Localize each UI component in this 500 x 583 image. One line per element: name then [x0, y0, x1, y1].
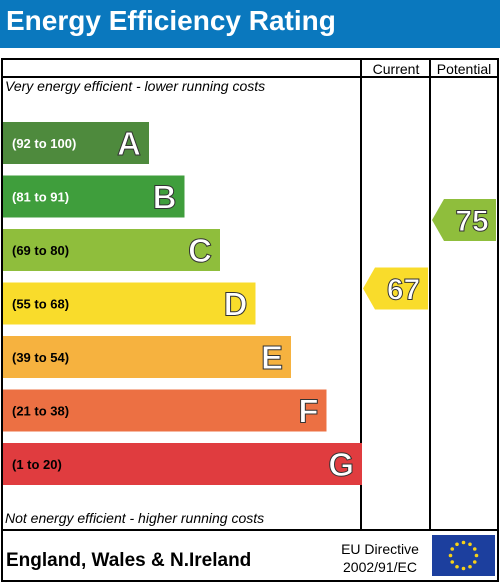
page-title: Energy Efficiency Rating: [6, 5, 336, 36]
top-caption: Very energy efficient - lower running co…: [5, 78, 265, 94]
energy-rating-chart: Current Potential Very energy efficient …: [1, 58, 499, 582]
rating-band-d: (55 to 68) D: [3, 282, 256, 325]
band-range-d: (55 to 68): [12, 297, 69, 312]
current-column-header: Current: [373, 61, 420, 77]
directive-line-1: EU Directive: [341, 541, 419, 557]
bottom-caption: Not energy efficient - higher running co…: [5, 510, 264, 526]
band-letter-b: B: [153, 179, 177, 216]
band-bar-e: [3, 336, 291, 378]
chart-frame: [1, 58, 499, 582]
rating-band-b: (81 to 91) B: [3, 175, 185, 218]
rating-band-a: (92 to 100) A: [3, 122, 149, 164]
rating-band-g: (1 to 20) G: [3, 443, 362, 485]
band-letter-a: A: [117, 125, 141, 162]
region-label: England, Wales & N.Ireland: [6, 550, 251, 571]
band-letter-g: G: [328, 446, 354, 483]
current-rating-arrow: [363, 267, 428, 310]
current-rating-indicator: 67: [363, 267, 428, 310]
potential-column-header: Potential: [437, 61, 491, 77]
band-bar-d: [3, 282, 256, 325]
band-bar-c: [3, 229, 220, 271]
band-range-a: (92 to 100): [12, 136, 76, 151]
band-range-g: (1 to 20): [12, 457, 62, 472]
eu-flag-icon: [432, 535, 495, 576]
rating-band-f: (21 to 38) F: [3, 389, 327, 432]
directive-line-2: 2002/91/EC: [343, 559, 417, 575]
band-letter-e: E: [261, 339, 283, 376]
band-bar-b: [3, 175, 185, 218]
band-range-b: (81 to 91): [12, 190, 69, 205]
band-bar-f: [3, 389, 327, 432]
band-letter-d: D: [224, 286, 248, 323]
band-bar-a: [3, 122, 149, 164]
header-bar: Energy Efficiency Rating: [0, 0, 500, 48]
band-range-c: (69 to 80): [12, 243, 69, 258]
band-letter-f: F: [298, 393, 318, 430]
band-bar-g: [3, 443, 362, 485]
band-range-f: (21 to 38): [12, 404, 69, 419]
current-rating-value: 67: [387, 274, 420, 307]
rating-band-c: (69 to 80) C: [3, 229, 220, 271]
potential-rating-arrow: [432, 199, 496, 241]
potential-rating-indicator: 75: [432, 199, 496, 241]
band-letter-c: C: [188, 232, 212, 269]
band-range-e: (39 to 54): [12, 350, 69, 365]
rating-band-e: (39 to 54) E: [3, 336, 291, 378]
potential-rating-value: 75: [455, 205, 488, 238]
